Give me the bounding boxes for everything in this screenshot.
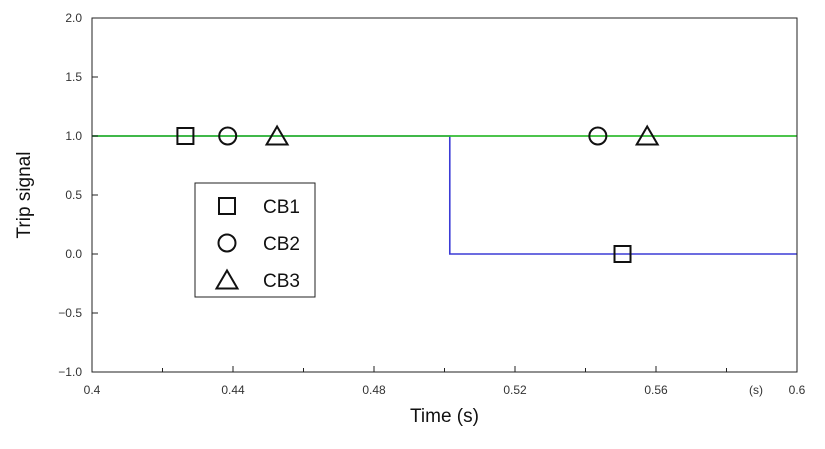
- y-tick-label: 1.5: [65, 70, 82, 84]
- y-axis-title: Trip signal: [14, 152, 35, 239]
- x-axis-title: Time (s): [410, 406, 479, 427]
- cb1-marker-square: [176, 127, 195, 145]
- cb1-marker-square: [613, 245, 632, 263]
- legend-label-cb3: CB3: [263, 271, 300, 292]
- y-tick-label: 0.0: [65, 247, 82, 261]
- y-tick-label: −1.0: [58, 365, 82, 379]
- cb3-marker-triangle: [264, 124, 290, 146]
- x-tick-label: 0.6: [789, 383, 806, 397]
- y-tick-label: 1.0: [65, 129, 82, 143]
- legend-label-cb1: CB1: [263, 197, 300, 218]
- legend-marker-circle: [217, 233, 237, 253]
- legend-marker-triangle: [214, 268, 240, 290]
- x-tick-label: 0.52: [503, 383, 527, 397]
- legend-box: [194, 182, 316, 298]
- y-tick-label: 0.5: [65, 188, 82, 202]
- cb2-marker-circle: [588, 126, 608, 146]
- legend-label-cb2: CB2: [263, 234, 300, 255]
- y-tick-label: 2.0: [65, 11, 82, 25]
- x-tick-label: 0.4: [84, 383, 101, 397]
- x-tick-label: 0.56: [644, 383, 668, 397]
- y-tick-label: −0.5: [58, 306, 82, 320]
- legend: CB1 CB2 CB3: [194, 182, 316, 298]
- cb3-marker-triangle: [634, 124, 660, 146]
- cb2-marker-circle: [218, 126, 238, 146]
- x-tick-label: 0.48: [362, 383, 386, 397]
- x-tick-label: 0.44: [221, 383, 245, 397]
- legend-marker-square: [218, 197, 236, 215]
- x-axis-unit-label: (s): [749, 383, 763, 397]
